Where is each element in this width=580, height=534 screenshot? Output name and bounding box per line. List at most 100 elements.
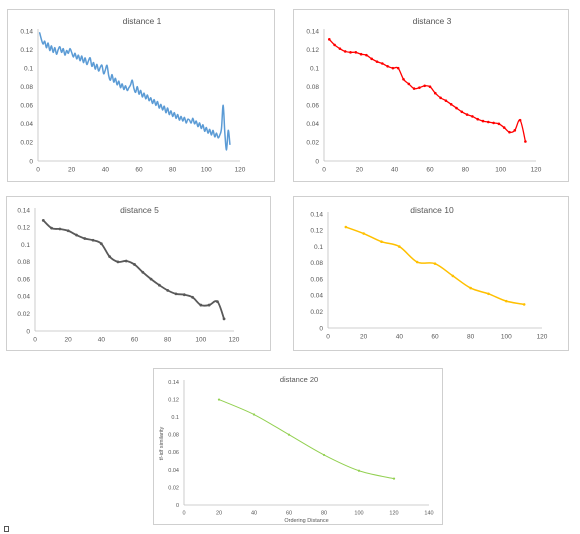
x-tick-label: 100 bbox=[501, 334, 512, 341]
x-tick-label: 0 bbox=[33, 337, 37, 344]
x-tick-label: 60 bbox=[135, 167, 143, 174]
y-tick-label: 0.08 bbox=[17, 259, 30, 266]
y-tick-label: 0.02 bbox=[168, 485, 179, 491]
x-tick-label: 0 bbox=[182, 511, 185, 517]
y-tick-label: 0.08 bbox=[306, 84, 319, 91]
y-tick-label: 0.14 bbox=[17, 207, 30, 214]
data-point bbox=[392, 477, 396, 480]
data-point bbox=[428, 85, 432, 89]
data-point bbox=[391, 66, 395, 70]
data-point bbox=[418, 86, 421, 89]
data-point bbox=[402, 77, 405, 81]
data-point bbox=[370, 57, 373, 61]
y-tick-label: 0.12 bbox=[168, 397, 179, 403]
chart-panel-distance-5: distance 5 0 0.02 0.04 0.06 0.08 0.1 0.12 0.14 0 2… bbox=[6, 196, 271, 351]
data-point bbox=[157, 283, 161, 287]
data-point bbox=[522, 303, 526, 306]
y-tick-label: 0.1 bbox=[310, 65, 319, 72]
data-point bbox=[365, 53, 368, 57]
y-tick-label: 0.12 bbox=[310, 228, 323, 235]
y-tick-label: 0.1 bbox=[24, 65, 33, 72]
y-tick-label: 0.1 bbox=[171, 415, 179, 421]
data-point bbox=[174, 292, 178, 296]
x-tick-label: 60 bbox=[426, 167, 434, 174]
data-point bbox=[423, 84, 426, 88]
y-tick-label: 0.14 bbox=[168, 380, 179, 386]
series-line bbox=[218, 399, 395, 480]
y-axis-label: tf-idf similarity bbox=[159, 426, 165, 460]
y-tick-label: 0.02 bbox=[306, 140, 319, 147]
data-point bbox=[344, 225, 348, 229]
data-point bbox=[449, 103, 453, 106]
data-point bbox=[328, 38, 331, 41]
data-point bbox=[502, 126, 506, 129]
y-tick-label: 0 bbox=[315, 158, 319, 165]
y-tick-label: 0.04 bbox=[306, 121, 319, 128]
x-tick-label: 40 bbox=[396, 334, 404, 341]
x-tick-label: 20 bbox=[360, 334, 368, 341]
data-point bbox=[386, 64, 389, 68]
data-point bbox=[444, 99, 448, 102]
data-point bbox=[149, 277, 153, 281]
data-point bbox=[451, 274, 455, 278]
y-tick-label: 0.12 bbox=[306, 47, 319, 54]
data-point bbox=[465, 113, 469, 116]
data-point bbox=[333, 43, 336, 47]
chart-panel-distance-20: distance 20 0 0.02 0.04 0.06 0.08 0.1 0.12 0.14 0… bbox=[153, 368, 443, 525]
data-point bbox=[508, 130, 511, 134]
y-tick-label: 0.04 bbox=[168, 468, 179, 474]
data-point bbox=[66, 229, 70, 233]
x-tick-label: 100 bbox=[495, 167, 506, 174]
data-point bbox=[217, 398, 221, 401]
y-tick-label: 0.06 bbox=[310, 276, 323, 283]
y-tick-label: 0 bbox=[319, 325, 323, 332]
data-point bbox=[396, 66, 400, 70]
data-point bbox=[216, 300, 219, 304]
data-point bbox=[58, 227, 62, 231]
chart-title: distance 5 bbox=[120, 205, 159, 215]
data-point bbox=[471, 115, 474, 118]
chart-svg-distance-1: distance 1 0 0.02 0.04 0.06 0.08 0.1 0.12 0.14 0 2… bbox=[20, 16, 245, 174]
x-tick-label: 40 bbox=[251, 511, 257, 517]
x-tick-label: 80 bbox=[462, 167, 470, 174]
data-point bbox=[524, 140, 527, 143]
y-tick-label: 0.02 bbox=[17, 311, 30, 318]
series-line bbox=[328, 38, 527, 143]
data-point bbox=[375, 60, 379, 63]
x-tick-label: 20 bbox=[68, 167, 76, 174]
data-point bbox=[108, 255, 112, 259]
x-tick-label: 120 bbox=[389, 511, 398, 517]
series-line bbox=[42, 219, 225, 320]
chart-title: distance 1 bbox=[123, 16, 162, 26]
data-point bbox=[505, 299, 508, 303]
chart-svg-distance-20: distance 20 0 0.02 0.04 0.06 0.08 0.1 0.12 0.14 0… bbox=[159, 375, 434, 524]
data-point bbox=[362, 232, 365, 235]
data-point bbox=[91, 238, 95, 242]
data-point bbox=[433, 262, 437, 265]
chart-panel-distance-1: distance 1 0 0.02 0.04 0.06 0.08 0.1 0.12 0.14 0 2… bbox=[7, 9, 275, 182]
x-tick-label: 80 bbox=[467, 334, 475, 341]
data-point bbox=[50, 226, 53, 230]
y-tick-label: 0.14 bbox=[306, 28, 319, 35]
data-point bbox=[439, 96, 442, 100]
y-tick-label: 0.02 bbox=[310, 309, 323, 316]
y-tick-label: 0.14 bbox=[20, 28, 33, 35]
x-tick-label: 40 bbox=[98, 337, 106, 344]
y-tick-label: 0.08 bbox=[168, 433, 179, 439]
y-tick-label: 0.06 bbox=[17, 276, 30, 283]
x-tick-label: 20 bbox=[216, 511, 222, 517]
data-point bbox=[99, 242, 103, 246]
data-point bbox=[455, 106, 458, 110]
x-tick-label: 100 bbox=[201, 167, 212, 174]
data-point bbox=[116, 260, 120, 264]
chart-panel-distance-3: distance 3 0 0.02 0.04 0.06 0.08 0.1 0.12 0.14 0 2… bbox=[293, 9, 569, 182]
data-point bbox=[182, 293, 186, 297]
series-line bbox=[345, 226, 525, 306]
series-line bbox=[38, 32, 231, 151]
data-point bbox=[252, 413, 256, 416]
y-tick-label: 0 bbox=[176, 503, 179, 509]
data-point bbox=[124, 259, 128, 263]
data-point bbox=[141, 270, 145, 274]
y-tick-label: 0.08 bbox=[20, 84, 33, 91]
data-point bbox=[487, 120, 490, 124]
